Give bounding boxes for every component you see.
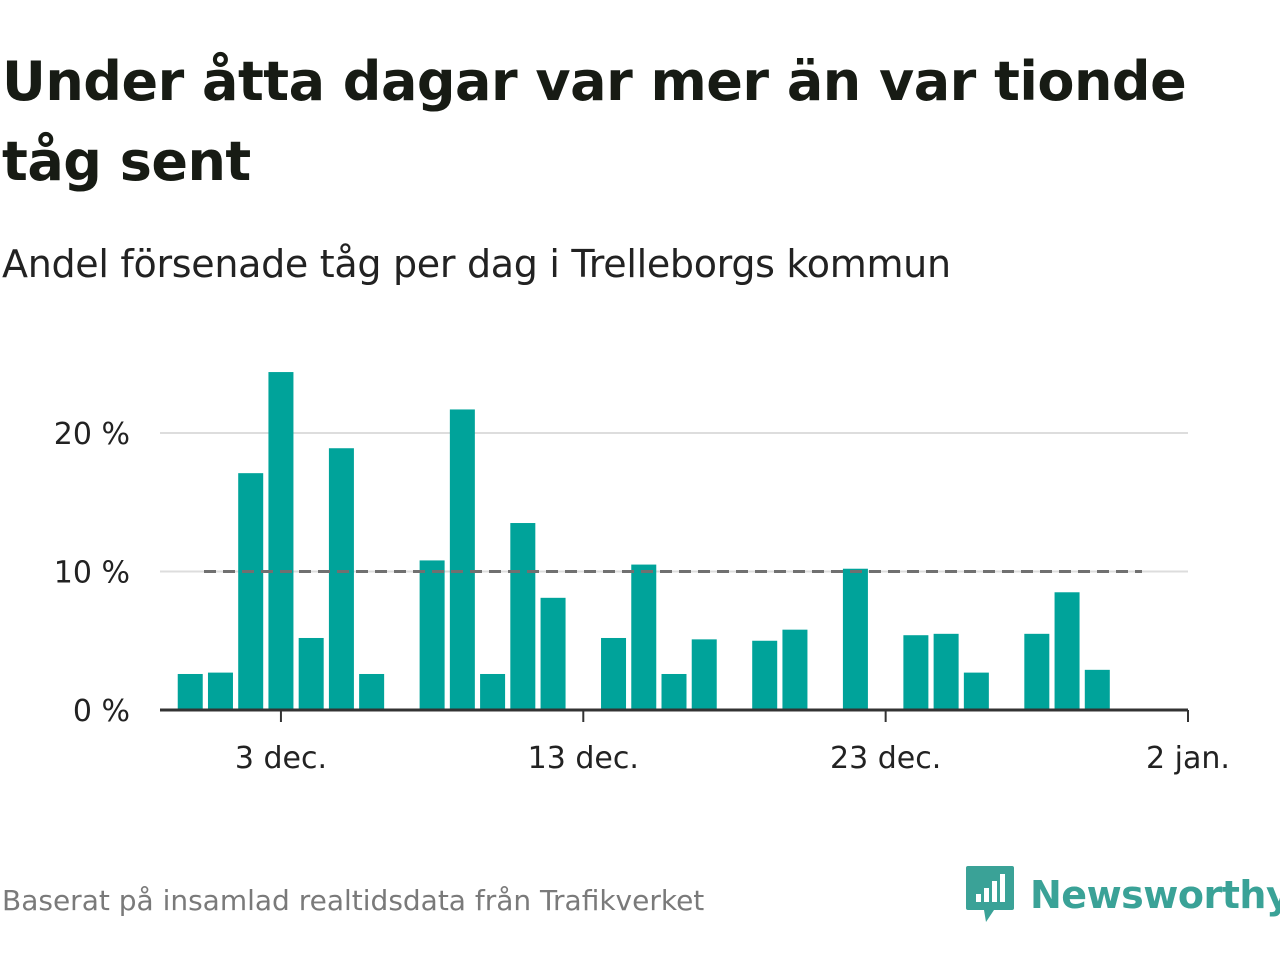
x-tick-label: 23 dec. — [830, 741, 941, 776]
bar — [631, 564, 657, 710]
y-tick-label: 0 % — [73, 694, 130, 729]
bar — [177, 673, 203, 710]
bar — [268, 372, 294, 710]
bar — [1024, 633, 1050, 710]
gridlines — [160, 432, 1188, 573]
bar — [601, 637, 627, 710]
axes: 0 % 10 % 20 % 3 dec. 13 dec. 23 dec. 2 jan. — [54, 417, 1230, 776]
bar — [933, 633, 959, 710]
brand-name: Newsworthy — [1030, 873, 1280, 917]
chart-title: Under åtta dagar var mer än var tionde t… — [2, 50, 1187, 193]
bar — [782, 629, 808, 710]
y-tick-label: 20 % — [54, 417, 130, 452]
bar — [842, 568, 868, 710]
bar — [480, 673, 506, 710]
bar — [359, 673, 385, 710]
bar — [238, 473, 264, 710]
bar — [328, 448, 354, 710]
bar — [1084, 669, 1110, 710]
x-tick-label: 13 dec. — [528, 741, 639, 776]
source-note: Baserat på insamlad realtidsdata från Tr… — [2, 884, 705, 917]
x-tick-label: 2 jan. — [1146, 741, 1230, 776]
bar — [298, 637, 324, 710]
chart-subtitle: Andel försenade tåg per dag i Trelleborg… — [2, 242, 951, 286]
bar — [510, 523, 536, 710]
bar — [963, 672, 989, 710]
bar — [903, 635, 929, 710]
bar — [540, 597, 566, 710]
bar — [661, 673, 687, 710]
bar — [419, 560, 445, 710]
newsworthy-logo-icon — [966, 866, 1014, 922]
bar — [752, 640, 778, 710]
bar-chart: 0 % 10 % 20 % 3 dec. 13 dec. 23 dec. 2 jan. — [54, 372, 1230, 776]
y-tick-label: 10 % — [54, 556, 130, 591]
bar — [207, 672, 233, 710]
bar — [449, 409, 475, 710]
x-tick-label: 3 dec. — [235, 741, 327, 776]
bar — [691, 639, 717, 710]
bar — [1054, 592, 1080, 710]
bars — [177, 372, 1110, 710]
brand-logo: Newsworthy — [964, 864, 1280, 926]
